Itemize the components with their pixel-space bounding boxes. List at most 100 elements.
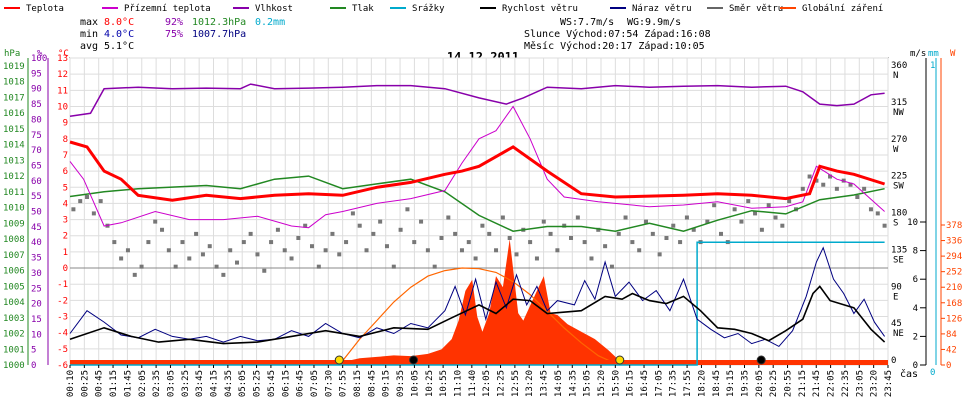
axis-hpa-tick: 1013: [3, 156, 25, 166]
wind-direction-point: [541, 219, 546, 224]
axis-w-tick: 0: [946, 361, 951, 371]
wind-direction-point: [98, 199, 103, 204]
wind-direction-point: [337, 252, 342, 257]
wind-direction-point: [412, 240, 417, 245]
wind-direction-point: [194, 231, 199, 236]
wind-direction-point: [644, 219, 649, 224]
x-tick-label: 12:25: [497, 370, 507, 397]
wind-direction-point: [85, 195, 90, 200]
axis-hpa-tick: 1002: [3, 330, 25, 340]
axis-hpa-tick: 1012: [3, 172, 25, 182]
axis-hpa-tick: 1015: [3, 125, 25, 135]
axis-hpa-unit: hPa: [4, 49, 20, 59]
wind-direction-point: [262, 268, 267, 273]
axis-ms-tick: 8: [913, 247, 918, 257]
axis-dir-label: W: [893, 145, 899, 155]
x-tick-label: 05:05: [238, 370, 248, 397]
x-tick-label: 18:20: [697, 370, 707, 397]
stats-sun: Slunce Východ:07:54 Západ:16:08: [524, 28, 711, 40]
axis-dir-label: E: [893, 292, 898, 302]
wind-direction-point: [514, 252, 519, 257]
axis-c-tick: 3: [63, 216, 68, 226]
axis-hpa-tick: 1016: [3, 109, 25, 119]
wind-direction-point: [405, 207, 410, 212]
axis-hpa-tick: 1019: [3, 62, 25, 72]
axis-c-tick: 12: [57, 70, 68, 80]
wind-direction-point: [289, 256, 294, 261]
x-tick-label: 22:05: [827, 370, 837, 397]
axis-dir-tick: 225: [891, 172, 907, 182]
axis-c-tick: 4: [63, 199, 68, 209]
wind-direction-point: [446, 215, 451, 220]
axis-mm-unit: mm: [928, 49, 939, 59]
wind-direction-point: [766, 203, 771, 208]
wind-direction-point: [548, 231, 553, 236]
wind-direction-point: [875, 211, 880, 216]
axis-w-tick: 126: [946, 314, 962, 324]
stats-avg-temp: 5.1°C: [104, 41, 134, 52]
x-tick-label: 23:45: [884, 370, 894, 397]
axis-dir-tick: 315: [891, 98, 907, 108]
axis-pct-tick: 60: [31, 177, 42, 187]
wind-direction-point: [146, 240, 151, 245]
wind-direction-point: [71, 207, 76, 212]
legend: Teplota Přízemní teplota Vlhkost Tlak Srážky…: [0, 0, 966, 14]
wind-direction-point: [569, 235, 574, 240]
wind-direction-point: [453, 231, 458, 236]
wind-direction-point: [712, 203, 717, 208]
wind-direction-point: [780, 223, 785, 228]
axis-hpa-tick: 1010: [3, 204, 25, 214]
wind-direction-point: [153, 219, 158, 224]
wind-direction-point: [112, 240, 117, 245]
wind-direction-point: [705, 219, 710, 224]
moon-marker-0: [409, 355, 419, 365]
axis-ms-tick: 4: [913, 304, 918, 314]
wind-direction-point: [739, 219, 744, 224]
wind-direction-point: [848, 182, 853, 187]
axis-w-tick: 378: [946, 221, 962, 231]
wind-direction-point: [303, 223, 308, 228]
x-tick-label: 10:05: [410, 370, 420, 397]
x-tick-label: 08:15: [353, 370, 363, 397]
x-tick-label: 20:55: [784, 370, 794, 397]
wind-direction-point: [125, 248, 130, 253]
axis-ms-tick: 2: [913, 332, 918, 342]
x-tick-label: 11:40: [468, 370, 478, 397]
axis-c-tick: 6: [63, 167, 68, 177]
x-tick-label: 17:05: [654, 370, 664, 397]
wind-direction-point: [596, 227, 601, 232]
x-tick-label: 20:25: [769, 370, 779, 397]
wind-direction-point: [807, 174, 812, 179]
axis-ms-tick: 6: [913, 275, 918, 285]
wind-direction-point: [200, 252, 205, 257]
wind-direction-point: [494, 248, 499, 253]
x-tick-label: 07:55: [339, 370, 349, 397]
axis-c-tick: 10: [57, 102, 68, 112]
wind-direction-point: [91, 211, 96, 216]
wind-direction-point: [616, 231, 621, 236]
series-global-radiation: [322, 239, 626, 365]
axis-c-tick: -2: [57, 296, 68, 306]
stats-moon: Měsíc Východ:20:17 Západ:10:05: [524, 40, 705, 52]
wind-direction-point: [589, 256, 594, 261]
wind-direction-point: [609, 264, 614, 269]
series-humidity: [69, 83, 885, 118]
x-tick-label: 15:20: [597, 370, 607, 397]
x-tick-label: 03:05: [166, 370, 176, 397]
legend-label-0: Teplota: [26, 4, 64, 14]
axis-hpa-tick: 1005: [3, 282, 25, 292]
axis-dir-tick: 0: [891, 356, 896, 366]
wind-direction-point: [166, 248, 171, 253]
stats-max-hum: 92%: [165, 17, 183, 28]
axis-ms-unit: m/s: [910, 49, 926, 59]
axis-mm-tick: 0: [930, 368, 935, 378]
x-tick-label: 12:05: [482, 370, 492, 397]
axis-pct-tick: 40: [31, 238, 42, 248]
wind-direction-point: [139, 264, 144, 269]
wind-direction-point: [282, 248, 287, 253]
axis-mm-tick: 1: [930, 61, 935, 71]
x-tick-label: 03:45: [195, 370, 205, 397]
x-tick-label: 10:25: [425, 370, 435, 397]
wind-direction-point: [650, 231, 655, 236]
